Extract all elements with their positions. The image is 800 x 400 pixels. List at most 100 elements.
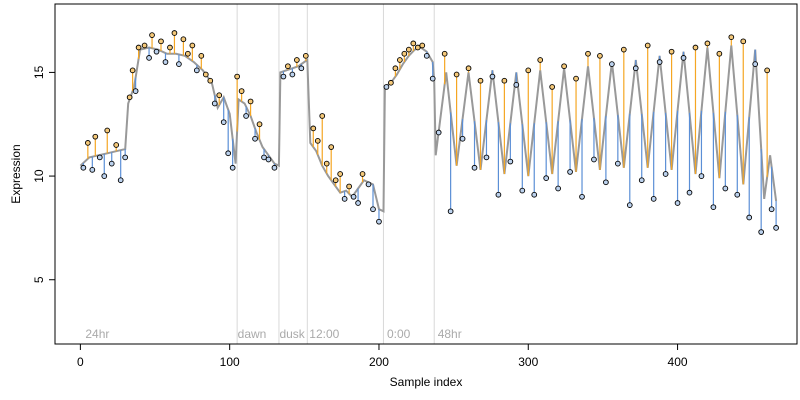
x-axis: 0 100 200 300 400 [77,344,688,369]
data-point-54 [323,160,330,167]
data-point-19 [158,38,164,45]
data-point-102 [585,50,591,57]
data-point-70 [401,50,408,57]
data-point-63 [365,181,372,188]
y-tick-label-2: 15 [32,65,46,79]
data-point-61 [355,200,361,206]
data-point-15 [141,42,148,49]
plot-frame [54,3,798,345]
data-point-133 [768,206,775,213]
data-point-87 [495,191,502,198]
data-point-8 [113,142,120,148]
data-point-32 [216,92,223,99]
data-point-27 [193,67,200,74]
data-point-82 [465,65,472,72]
data-point-31 [211,100,218,107]
data-point-62 [359,171,366,177]
data-point-51 [310,125,317,132]
data-point-49 [298,65,305,72]
data-point-118 [680,55,687,61]
data-point-74 [419,42,426,49]
residual-segments [82,33,777,233]
data-point-111 [638,177,645,184]
data-point-39 [247,98,254,105]
data-point-28 [198,52,205,59]
data-point-4 [96,154,103,161]
data-point-117 [674,200,681,206]
data-point-36 [234,73,240,80]
x-tick-label-2: 200 [369,355,389,369]
data-point-75 [423,52,430,59]
data-point-12 [129,67,136,74]
data-point-24 [180,36,187,43]
data-point-81 [459,135,466,142]
data-point-69 [397,57,403,63]
data-point-76 [429,75,436,82]
data-point-104 [597,52,603,59]
data-point-20 [162,59,169,65]
data-point-48 [294,57,300,63]
data-point-67 [388,79,394,86]
data-point-95 [543,175,550,181]
data-point-100 [573,75,579,82]
data-point-103 [591,156,597,163]
data-point-90 [513,82,520,88]
x-tick-label-3: 300 [518,355,538,369]
data-point-40 [252,135,258,142]
data-point-132 [764,67,770,74]
data-point-35 [229,164,236,171]
data-point-109 [626,202,633,208]
data-point-68 [392,65,399,72]
data-point-123 [710,204,717,211]
data-point-112 [644,42,651,49]
x-tick-label-4: 400 [668,355,688,369]
data-point-120 [692,44,699,51]
data-point-93 [531,191,538,198]
data-point-122 [704,40,711,47]
data-point-38 [243,113,249,119]
data-point-44 [271,164,278,171]
data-point-106 [609,61,615,67]
data-point-42 [261,154,267,161]
data-point-83 [471,164,478,171]
annotation-label-3: 12:00 [309,327,339,341]
fit-line [79,45,778,213]
data-point-65 [376,218,382,225]
data-point-84 [477,77,484,84]
data-point-78 [441,50,448,57]
data-point-45 [280,73,287,80]
data-point-130 [752,61,759,67]
data-point-57 [337,171,344,177]
data-point-22 [171,30,178,36]
data-point-2 [89,167,96,173]
data-point-66 [383,84,390,90]
x-tick-label-0: 0 [77,355,84,369]
data-point-91 [519,187,526,194]
data-point-50 [302,52,309,59]
data-point-64 [370,206,376,213]
data-point-101 [579,193,585,200]
observation-points [80,30,779,235]
data-point-55 [328,144,335,150]
data-point-92 [525,67,532,74]
data-point-80 [453,71,460,78]
data-point-17 [149,32,155,38]
data-point-9 [117,177,124,184]
data-point-89 [507,158,514,165]
data-point-46 [285,63,291,70]
data-point-0 [80,164,87,171]
data-point-56 [332,177,339,184]
data-point-85 [483,154,490,161]
data-point-94 [537,57,544,63]
data-point-5 [101,173,108,179]
data-point-114 [656,59,663,65]
x-tick-label-1: 100 [220,355,240,369]
y-tick-label-1: 10 [32,169,46,183]
data-point-18 [153,48,160,55]
data-point-30 [207,77,214,84]
data-point-99 [567,169,573,175]
annotation-label-1: dawn [238,327,267,341]
data-point-23 [176,61,182,67]
data-point-86 [489,73,496,80]
